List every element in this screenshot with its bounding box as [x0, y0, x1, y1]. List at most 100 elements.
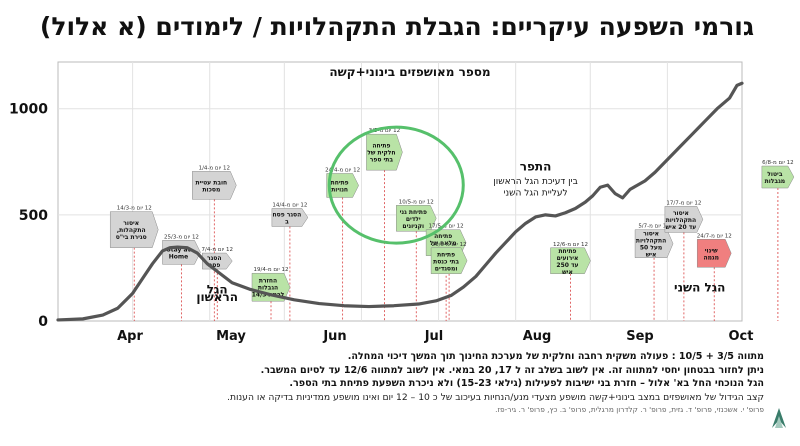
- event-text: איסור: [123, 220, 139, 227]
- region-label: בין דעיכת הגל הראשון: [493, 177, 577, 187]
- x-tick-label: Jul: [424, 329, 444, 344]
- event-lag-label: 12 יום מ-5/7: [638, 224, 669, 230]
- event-text: איש: [562, 269, 573, 276]
- event-lag-label: 12 יום מ-7/4: [202, 247, 233, 253]
- event-lag-label: 12 יום מ-14/3: [117, 206, 152, 212]
- event-lag-label: 12 יום מ-14/4: [272, 202, 307, 208]
- x-tick-label: Apr: [117, 329, 143, 344]
- chart-grid: [57, 61, 743, 322]
- hospitalized-series-line: [56, 81, 744, 322]
- event-text: חנויות: [331, 186, 348, 193]
- series-layer: [56, 81, 744, 322]
- event-box: [192, 171, 237, 200]
- event-text: מסכות: [202, 186, 220, 193]
- event-text: וקניונים: [402, 223, 424, 230]
- region-label: הגל השני: [674, 280, 725, 294]
- logo-icon: [772, 408, 786, 428]
- event-text: מעל 50: [640, 245, 662, 252]
- region-label: הראשון: [196, 290, 238, 304]
- event-text: החזרת: [259, 278, 277, 285]
- event-lag-label: 12 יום מ-24/7: [697, 233, 732, 239]
- event-text: פסח: [208, 262, 220, 269]
- event-box: [109, 211, 159, 248]
- event-text: מגמה: [703, 254, 719, 261]
- event-text: בתי ספר: [370, 157, 394, 164]
- event-text: פתיחת גני: [400, 209, 427, 216]
- x-tick-label: Sep: [626, 329, 654, 344]
- event-lag-label: 12 יום מ-20/5: [432, 242, 467, 248]
- event-lag-label: 12 יום מ-3/5: [369, 128, 400, 134]
- highlight-circle: [327, 125, 465, 245]
- event-text: פתיחה: [372, 143, 390, 150]
- event-text: פתיחת: [437, 251, 455, 258]
- event-box: [664, 206, 704, 233]
- event-text: שינוי: [705, 247, 718, 254]
- event-text: הסגר פסח: [273, 211, 302, 218]
- notes-block: מתווה 3/5 + 10/5 : פעולה משקית רחבה וחלק…: [4, 350, 764, 415]
- axis-ticks: 0 500 1000 Apr May Jun Jul Aug Sep Oct: [9, 102, 753, 344]
- x-tick-label: Jun: [322, 329, 346, 344]
- x-tick-label: Aug: [523, 329, 552, 344]
- event-box: [326, 173, 359, 198]
- event-lag-label: 12 יום מ-17/5: [429, 224, 464, 230]
- region-label: הגל: [207, 282, 228, 296]
- event-text: אירועים: [557, 255, 579, 262]
- note-line-2: ניתן לחזור בבטחון יחסי למתווה זה. אין לש…: [260, 364, 764, 376]
- region-label: התפר: [520, 159, 552, 173]
- event-text: פתיחה: [434, 233, 452, 240]
- note-line-4: קצב הגידול של מאושפזים במצב בינוני+קשה מ…: [227, 391, 764, 403]
- chart-title: מספר מאושפזים בינוני+קשה: [329, 65, 490, 79]
- plot-frame: [57, 61, 743, 322]
- event-box: [634, 229, 674, 258]
- event-text: Stay at: [166, 246, 190, 253]
- event-text: הגבלות: [258, 285, 278, 292]
- event-box: [550, 247, 591, 275]
- event-text: מגבלות: [765, 178, 785, 185]
- event-text: ב: [285, 218, 289, 225]
- event-text: חובת עטיית: [195, 179, 227, 186]
- page-title: גורמי השפעה עיקריים: הגבלת התקהלויות / ל…: [39, 12, 754, 41]
- event-text: התקהלויות: [666, 217, 696, 224]
- event-text: פתיחת: [331, 179, 349, 186]
- event-box: [430, 247, 468, 275]
- event-text: ילדים: [406, 216, 421, 223]
- event-text: Home: [169, 253, 188, 260]
- y-tick-label: 0: [38, 314, 48, 330]
- x-tick-label: Oct: [729, 329, 754, 344]
- event-box: [366, 133, 403, 171]
- event-box: [396, 205, 437, 232]
- event-text: עד 20 איש: [666, 224, 697, 231]
- note-line-3: הגל הנוכחי החל בא' אלול – חזרת בני ישיבו…: [289, 378, 764, 390]
- event-text: ומסגדים: [435, 265, 458, 272]
- event-text: איסור: [673, 210, 689, 217]
- region-label: לעליית הגל השני: [504, 189, 568, 199]
- event-lag-label: 12 יום מ-1/4: [199, 165, 230, 171]
- y-tick-label: 500: [19, 208, 48, 224]
- event-lag-label: 12 יום מ-10/5: [399, 199, 434, 205]
- event-text: עד 250: [556, 262, 578, 269]
- event-text: מלאה של: [430, 240, 457, 247]
- event-text: ביטול: [767, 171, 783, 178]
- event-text: פתיחת: [558, 248, 576, 255]
- note-line-1: מתווה 3/5 + 10/5 : פעולה משקית רחבה וחלק…: [347, 351, 764, 362]
- event-box: [696, 239, 732, 268]
- credit-line: פרופ' י. אשכנזי, פרופ' ד. גזית, פרופ' ר.…: [495, 405, 764, 415]
- event-lag-label: 12 יום מ-24/4: [325, 167, 360, 173]
- event-text: התקהלות,: [117, 227, 146, 234]
- y-tick-label: 1000: [9, 102, 48, 118]
- highlight-layer: [327, 125, 465, 245]
- event-lag-label: 12 יום מ-25/3: [164, 234, 199, 240]
- event-text: איש: [646, 252, 657, 259]
- hospitalization-chart: 0 500 1000 Apr May Jun Jul Aug Sep Oct 12 יום מ-1…: [9, 61, 795, 344]
